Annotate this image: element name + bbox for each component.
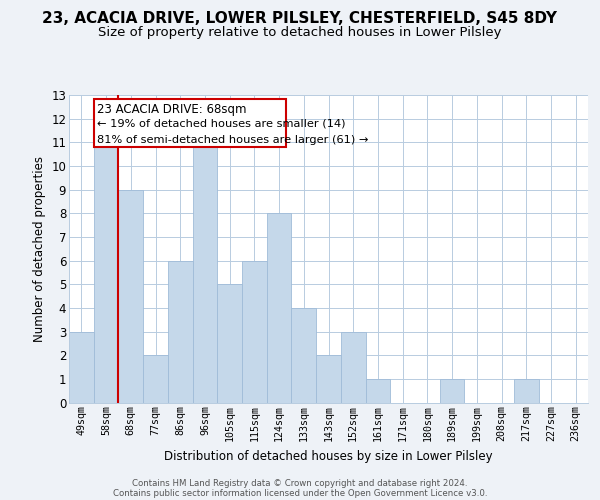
Bar — [365, 379, 390, 402]
Text: Contains public sector information licensed under the Open Government Licence v3: Contains public sector information licen… — [113, 488, 487, 498]
Bar — [267, 214, 292, 402]
Bar — [118, 190, 143, 402]
Bar — [143, 355, 168, 403]
Y-axis label: Number of detached properties: Number of detached properties — [32, 156, 46, 342]
Bar — [514, 379, 539, 402]
Bar — [217, 284, 242, 403]
Text: ← 19% of detached houses are smaller (14): ← 19% of detached houses are smaller (14… — [97, 118, 346, 128]
Text: 23 ACACIA DRIVE: 68sqm: 23 ACACIA DRIVE: 68sqm — [97, 103, 247, 116]
Text: 23, ACACIA DRIVE, LOWER PILSLEY, CHESTERFIELD, S45 8DY: 23, ACACIA DRIVE, LOWER PILSLEY, CHESTER… — [43, 11, 557, 26]
Bar — [168, 260, 193, 402]
Text: Size of property relative to detached houses in Lower Pilsley: Size of property relative to detached ho… — [98, 26, 502, 39]
Text: Contains HM Land Registry data © Crown copyright and database right 2024.: Contains HM Land Registry data © Crown c… — [132, 478, 468, 488]
Bar — [242, 260, 267, 402]
Bar — [341, 332, 365, 402]
Text: 81% of semi-detached houses are larger (61) →: 81% of semi-detached houses are larger (… — [97, 135, 369, 145]
Bar — [193, 142, 217, 402]
Bar — [292, 308, 316, 402]
Bar — [69, 332, 94, 402]
Bar — [440, 379, 464, 402]
X-axis label: Distribution of detached houses by size in Lower Pilsley: Distribution of detached houses by size … — [164, 450, 493, 462]
Bar — [94, 98, 286, 147]
Bar — [316, 355, 341, 403]
Bar — [94, 142, 118, 402]
